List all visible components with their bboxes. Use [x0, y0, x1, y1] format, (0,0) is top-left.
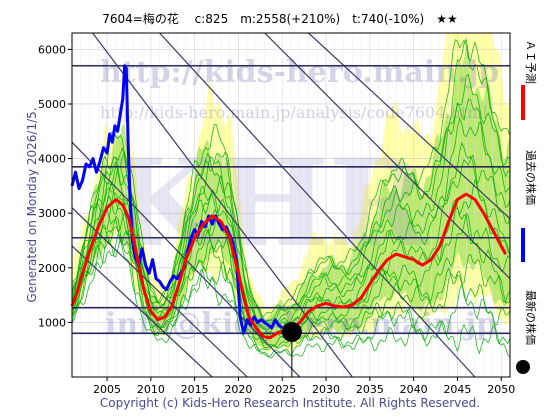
x-tick-label: 2035: [356, 383, 384, 396]
x-tick-label: 2025: [268, 383, 296, 396]
trend-line: [72, 207, 248, 377]
x-tick-label: 2045: [443, 383, 471, 396]
chart-title: 7604=梅の花 c:825 m:2558(+210%) t:740(-10%)…: [102, 11, 457, 26]
series-lines: [70, 64, 507, 340]
legend-past-label: 過去の株価: [524, 150, 538, 205]
trend-line: [308, 33, 510, 220]
copyright: Copyright (c) Kids-Hero Research Institu…: [100, 396, 480, 410]
y-tick-label: 2000: [38, 262, 66, 275]
ensemble-line: [72, 233, 510, 358]
y-tick-label: 1000: [38, 316, 66, 329]
legend-ai-label: ＡＩ予測: [524, 40, 538, 84]
current-price-marker: [281, 321, 302, 377]
axis-ticks: 2005 2010 2015 2020 2025 2030 2035 2040 2045 2050…: [38, 43, 515, 396]
x-tick-label: 2015: [181, 383, 209, 396]
trend-line: [72, 245, 213, 377]
trend-line: [159, 33, 476, 377]
x-tick-label: 2030: [312, 383, 340, 396]
logo-watermark: KHR: [111, 133, 430, 274]
y-tick-label: 3000: [38, 207, 66, 220]
grid-lines: [71, 33, 511, 377]
past-price-line: [70, 64, 284, 335]
x-tick-label: 2040: [400, 383, 428, 396]
current-price-dot: [281, 321, 302, 342]
legend-latest-swatch: [516, 360, 530, 374]
y-tick-label: 4000: [38, 153, 66, 166]
x-tick-label: 2020: [224, 383, 252, 396]
x-tick-label: 2050: [487, 383, 515, 396]
generated-date: Generated on Monday 2026/1/5.: [25, 107, 39, 302]
legend-latest-label: 最新の株価: [524, 290, 538, 345]
url-small-watermark: http://kids-hero.main.jp/analysis/code76…: [100, 103, 488, 122]
url-watermark: http://kids-hero.main.jp: [100, 55, 499, 90]
y-tick-label: 5000: [38, 98, 66, 111]
plot-frame: [71, 32, 511, 378]
x-tick-label: 2010: [137, 383, 165, 396]
ai-forecast-line: [70, 192, 507, 340]
x-tick-label: 2005: [93, 383, 121, 396]
y-tick-label: 6000: [38, 43, 66, 56]
